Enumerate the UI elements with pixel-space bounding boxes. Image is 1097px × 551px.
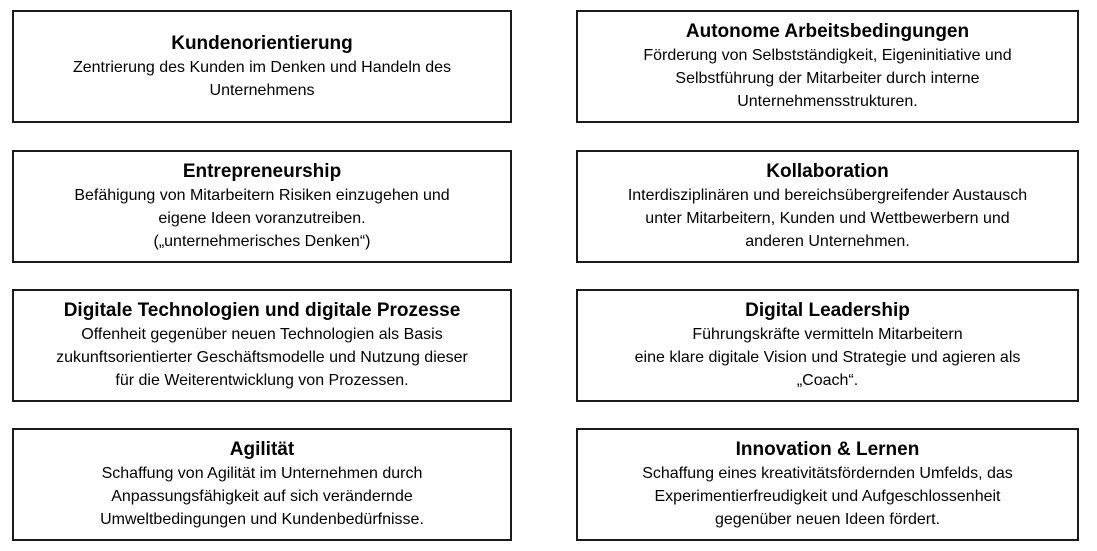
box-title: Digitale Technologien und digitale Proze… (63, 300, 461, 321)
box-title: Kollaboration (766, 161, 889, 182)
box-title: Innovation & Lernen (735, 439, 920, 460)
box-digital-leadership: Digital Leadership Führungskräfte vermit… (576, 289, 1079, 402)
box-description: Offenheit gegenüber neuen Technologien a… (56, 326, 468, 389)
box-agilitaet: Agilität Schaffung von Agilität im Unter… (12, 428, 512, 541)
box-autonome-arbeitsbedingungen: Autonome Arbeitsbedingungen Förderung vo… (576, 10, 1079, 123)
box-title: Entrepreneurship (182, 161, 342, 182)
box-kollaboration: Kollaboration Interdisziplinären und ber… (576, 150, 1079, 263)
box-description: Schaffung eines kreativitätsfördernden U… (642, 465, 1013, 528)
box-title: Autonome Arbeitsbedingungen (685, 21, 970, 42)
box-description: Zentrierung des Kunden im Denken und Han… (72, 58, 452, 99)
box-digitale-technologien: Digitale Technologien und digitale Proze… (12, 289, 512, 402)
box-description: Befähigung von Mitarbeitern Risiken einz… (74, 187, 450, 250)
box-description: Schaffung von Agilität im Unternehmen du… (100, 465, 424, 528)
box-description: Führungskräfte vermitteln Mitarbeitern e… (634, 326, 1021, 389)
box-description: Förderung von Selbstständigkeit, Eigenin… (643, 47, 1012, 110)
box-title: Agilität (229, 439, 295, 460)
box-innovation-lernen: Innovation & Lernen Schaffung eines krea… (576, 428, 1079, 541)
box-title: Kundenorientierung (171, 32, 353, 54)
box-entrepreneurship: Entrepreneurship Befähigung von Mitarbei… (12, 150, 512, 263)
box-description: Interdisziplinären und bereichsübergreif… (627, 187, 1028, 250)
box-kundenorientierung: Kundenorientierung Zentrierung des Kunde… (12, 10, 512, 123)
box-title: Digital Leadership (745, 300, 910, 321)
